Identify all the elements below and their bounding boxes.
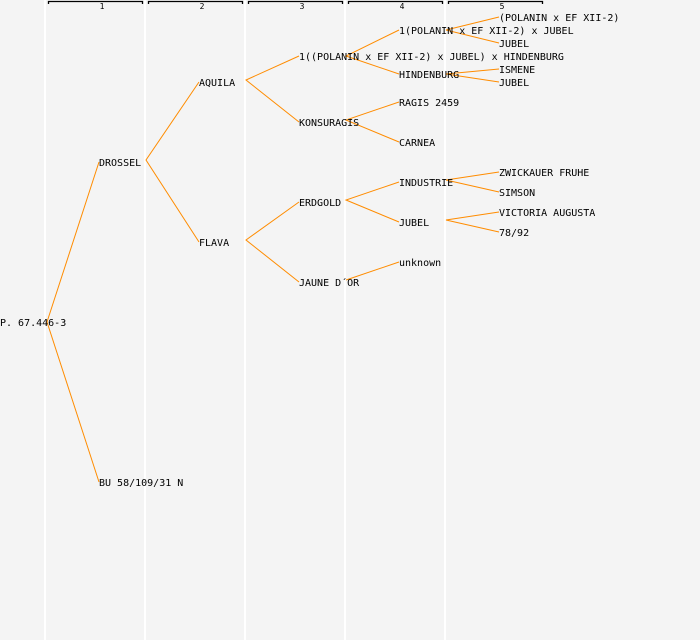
ancestor-g4[interactable]: INDUSTRIE xyxy=(399,178,453,189)
generation-header-4: 4 xyxy=(400,2,405,11)
ancestor-g3[interactable]: KONSURAGIS xyxy=(299,118,359,129)
ancestor-g3[interactable]: JAUNE D´OR xyxy=(299,277,360,289)
ancestor-g4[interactable]: JUBEL xyxy=(399,218,429,229)
ancestor-g2[interactable]: FLAVA xyxy=(199,238,229,249)
ancestor-g2[interactable]: AQUILA xyxy=(199,78,235,89)
ancestor-g5[interactable]: ZWICKAUER FRUHE xyxy=(499,168,589,179)
ancestor-g5[interactable]: SIMSON xyxy=(499,188,535,199)
ancestor-g4[interactable]: CARNEA xyxy=(399,138,435,149)
generation-header-5: 5 xyxy=(500,2,505,11)
ancestor-g5[interactable]: (POLANIN x EF XII-2) xyxy=(499,13,619,24)
ancestor-g3[interactable]: 1((POLANIN x EF XII-2) x JUBEL) x HINDEN… xyxy=(299,52,564,63)
ancestor-g5[interactable]: VICTORIA AUGUSTA xyxy=(499,208,595,219)
ancestor-g5[interactable]: JUBEL xyxy=(499,78,529,89)
pedigree-labels: P. 67.446-3 DROSSEL BU 58/109/31 N AQUIL… xyxy=(0,13,619,489)
generation-header-2: 2 xyxy=(200,2,205,11)
ancestor-g4[interactable]: unknown xyxy=(399,258,441,269)
column-dividers xyxy=(44,0,446,640)
ancestor-g4[interactable]: HINDENBURG xyxy=(399,70,459,81)
generation-header-1: 1 xyxy=(100,2,105,11)
generation-header-3: 3 xyxy=(300,2,305,11)
ancestor-g4[interactable]: RAGIS 2459 xyxy=(399,98,459,109)
dam-g1[interactable]: BU 58/109/31 N xyxy=(99,478,183,489)
ancestor-g4[interactable]: 1(POLANIN x EF XII-2) x JUBEL xyxy=(399,26,574,37)
connector-lines xyxy=(46,16,500,483)
ancestor-g5[interactable]: 78/92 xyxy=(499,228,529,239)
ancestor-g5[interactable]: ISMENE xyxy=(499,65,535,76)
sire-g1[interactable]: DROSSEL xyxy=(99,158,141,169)
root-animal[interactable]: P. 67.446-3 xyxy=(0,318,66,329)
ancestor-g5[interactable]: JUBEL xyxy=(499,39,529,50)
generation-headers: 1 2 3 4 5 xyxy=(47,0,544,11)
ancestor-g3[interactable]: ERDGOLD xyxy=(299,198,341,209)
